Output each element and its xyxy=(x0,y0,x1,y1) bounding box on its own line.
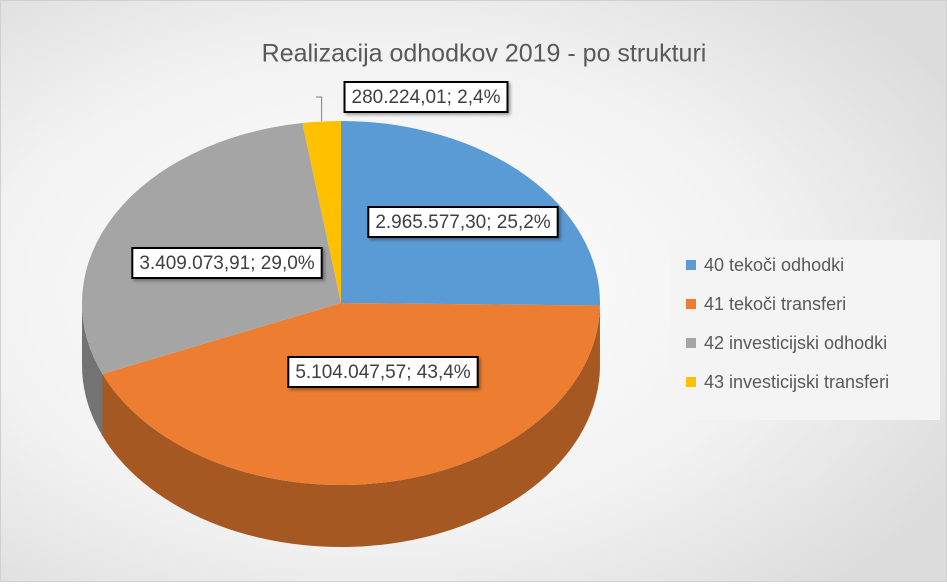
data-label: 5.104.047,57; 43,4% xyxy=(295,362,470,383)
pie xyxy=(82,121,600,547)
data-label: 2.965.577,30; 25,2% xyxy=(375,212,550,233)
data-label: 280.224,01; 2,4% xyxy=(352,87,501,108)
legend-swatch xyxy=(686,260,696,270)
legend-swatch xyxy=(686,338,696,348)
legend-swatch xyxy=(686,377,696,387)
legend-label: 43 investicijski transferi xyxy=(704,372,889,392)
legend-label: 41 tekoči transferi xyxy=(704,294,846,314)
legend-swatch xyxy=(686,299,696,309)
legend-label: 42 investicijski odhodki xyxy=(704,333,887,353)
legend-label: 40 tekoči odhodki xyxy=(704,255,844,275)
chart-title: Realizacija odhodkov 2019 - po strukturi xyxy=(262,40,707,68)
data-label: 3.409.073,91; 29,0% xyxy=(139,253,314,274)
